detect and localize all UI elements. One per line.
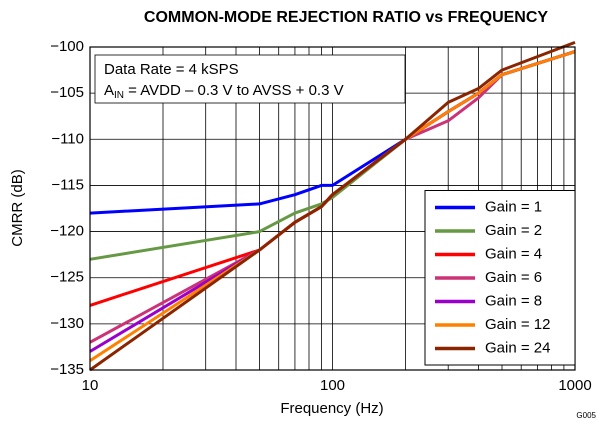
legend-label: Gain = 1	[485, 198, 542, 215]
legend-label: Gain = 2	[485, 222, 542, 239]
y-tick-label: −105	[50, 84, 84, 101]
figure-id: G005	[576, 411, 596, 420]
annotation: AIN = AVDD – 0.3 V to AVSS + 0.3 V	[104, 82, 344, 101]
annotation-subscript: IN	[114, 90, 124, 101]
annotation-text: = AVDD – 0.3 V to AVSS + 0.3 V	[124, 82, 344, 99]
legend-label: Gain = 12	[485, 316, 550, 333]
legend-label: Gain = 24	[485, 339, 550, 356]
annotation-box	[94, 54, 406, 104]
y-tick-label: −100	[50, 38, 84, 55]
y-tick-label: −115	[51, 176, 84, 193]
legend-label: Gain = 4	[485, 245, 542, 262]
x-tick-label: 100	[320, 377, 345, 394]
x-tick-label: 10	[82, 377, 99, 394]
y-axis-label: CMRR (dB)	[9, 169, 26, 247]
chart-title: COMMON-MODE REJECTION RATIO vs FREQUENCY	[144, 9, 549, 26]
x-tick-label: 1000	[558, 377, 591, 394]
y-tick-label: −120	[50, 223, 84, 240]
y-tick-label: −135	[50, 361, 84, 378]
y-tick-label: −130	[50, 315, 84, 332]
annotation: Data Rate = 4 kSPS	[104, 61, 239, 78]
y-tick-label: −125	[50, 269, 84, 286]
x-axis-label: Frequency (Hz)	[280, 400, 383, 417]
y-tick-label: −110	[51, 130, 84, 147]
annotation-text: A	[104, 82, 114, 99]
series-line	[89, 40, 576, 372]
legend-label: Gain = 6	[485, 269, 542, 286]
legend-label: Gain = 8	[485, 292, 542, 309]
